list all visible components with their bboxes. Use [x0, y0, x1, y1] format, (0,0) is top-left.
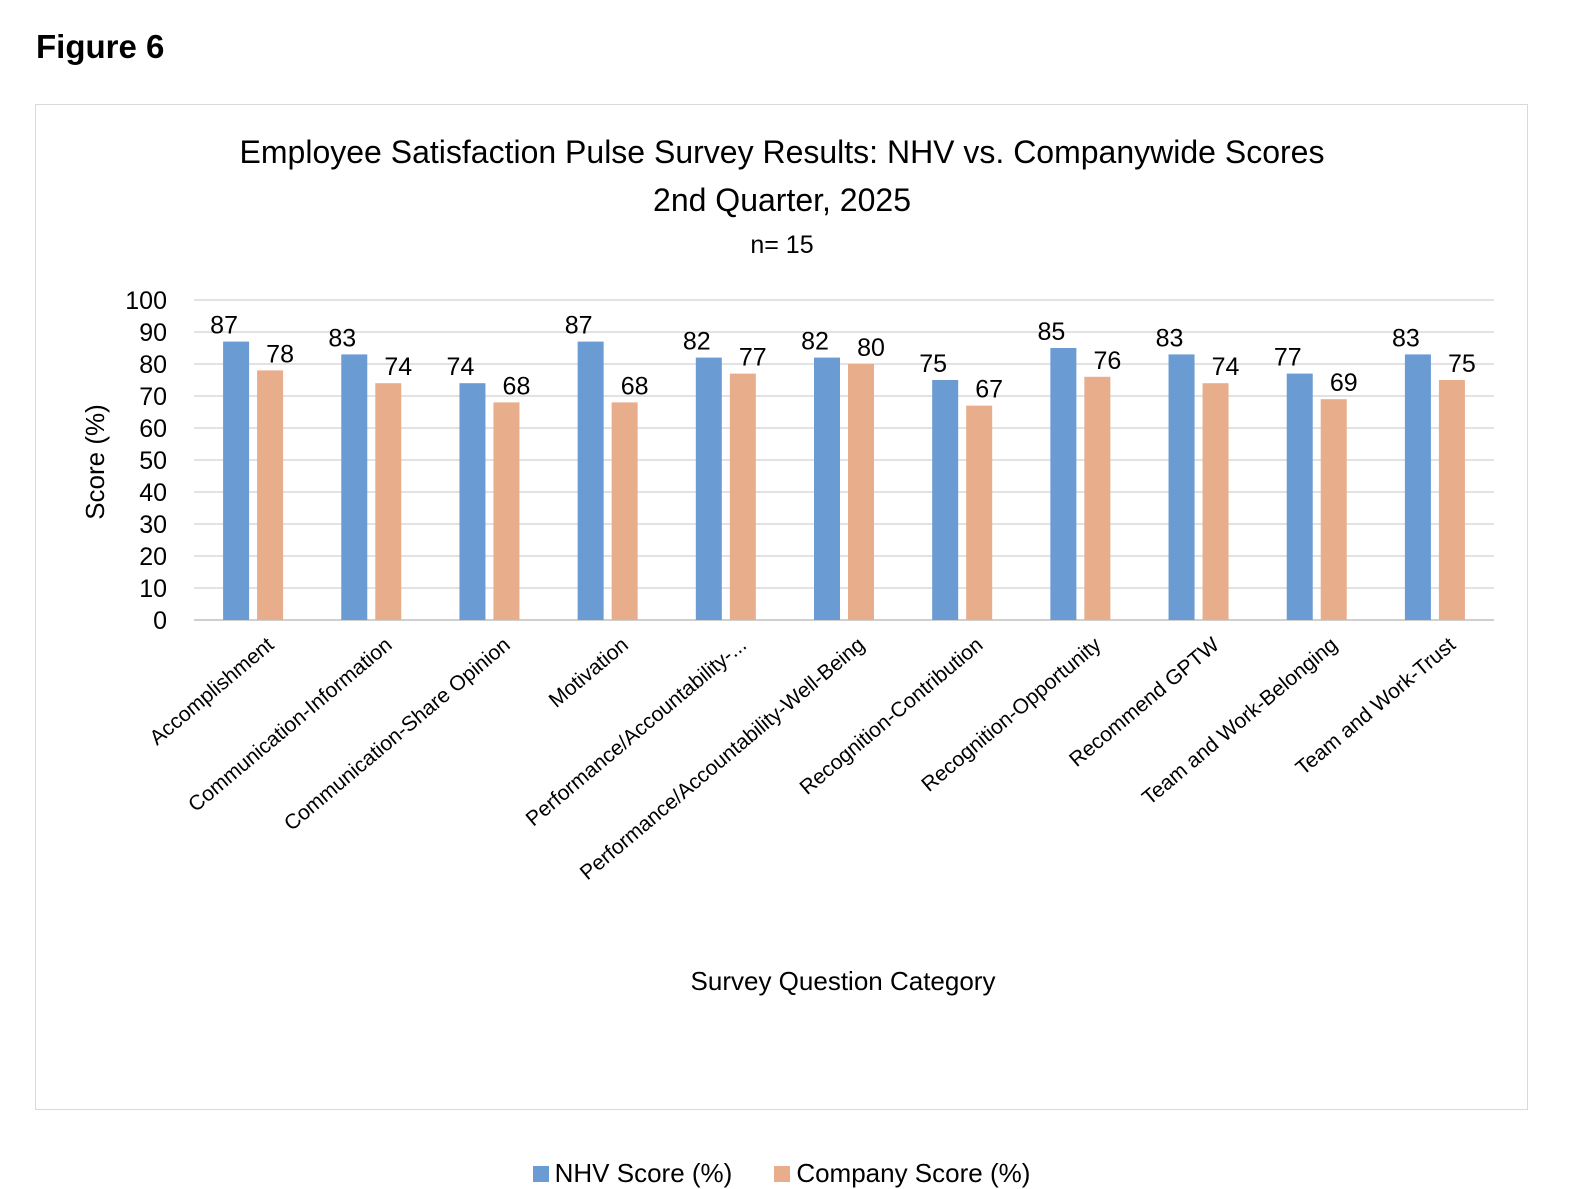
data-label: 87	[210, 312, 238, 340]
bar-nhv	[932, 380, 959, 620]
legend-label-nhv: NHV Score (%)	[554, 1158, 733, 1188]
x-tick-label: Accomplishment	[146, 633, 279, 750]
legend-swatch-nhv	[532, 1165, 549, 1182]
bar-nhv	[695, 357, 722, 620]
bar-company	[848, 364, 874, 620]
data-label: 77	[739, 344, 767, 372]
x-tick-label: Motivation	[545, 633, 633, 712]
bar-company	[611, 402, 638, 620]
data-label: 83	[328, 324, 356, 352]
bar-company	[1320, 399, 1347, 620]
y-tick-label: 60	[139, 415, 167, 443]
x-axis-label: Survey Question Category	[691, 966, 996, 996]
chart-svg: Employee Satisfaction Pulse Survey Resul…	[80, 134, 1494, 996]
data-label: 67	[975, 376, 1003, 404]
data-label: 80	[857, 334, 885, 362]
y-tick-label: 40	[139, 479, 167, 507]
x-tick-label: Communication-Share Opinion	[280, 633, 515, 835]
chart-note: n= 15	[750, 231, 813, 259]
figure-label: Figure 6	[36, 28, 165, 65]
bar-nhv	[341, 354, 368, 620]
data-label: 83	[1156, 324, 1184, 352]
x-tick-label: Communication-Information	[184, 633, 396, 816]
bar-nhv	[223, 341, 250, 620]
y-tick-label: 20	[139, 543, 167, 571]
data-label: 74	[447, 353, 475, 381]
bar-company	[493, 402, 520, 620]
y-tick-label: 100	[125, 287, 167, 315]
bar-company	[966, 405, 993, 620]
chart-title: Employee Satisfaction Pulse Survey Resul…	[240, 134, 1325, 170]
data-label: 74	[384, 353, 412, 381]
data-label: 85	[1037, 318, 1065, 346]
x-tick-label: Performance/Accountability-...	[522, 633, 751, 831]
y-tick-label: 0	[153, 607, 167, 635]
bar-nhv	[1168, 354, 1195, 620]
bar-company	[375, 383, 402, 620]
bar-nhv	[459, 383, 486, 620]
bar-nhv	[577, 341, 604, 620]
y-tick-label: 70	[139, 383, 167, 411]
data-label: 69	[1330, 369, 1358, 397]
bar-company	[1438, 380, 1465, 620]
data-label: 82	[683, 328, 711, 356]
chart-subtitle: 2nd Quarter, 2025	[653, 182, 911, 218]
legend-item-company: Company Score (%)	[774, 1158, 1030, 1189]
data-label: 87	[565, 312, 593, 340]
bar-company	[1202, 383, 1229, 620]
bar-nhv	[814, 357, 840, 620]
bar-company	[729, 373, 756, 620]
data-label: 75	[1448, 350, 1476, 378]
data-label: 74	[1212, 353, 1240, 381]
chart-area: Employee Satisfaction Pulse Survey Resul…	[35, 104, 1528, 1188]
data-label: 77	[1274, 344, 1302, 372]
data-label: 75	[919, 350, 947, 378]
y-tick-label: 30	[139, 511, 167, 539]
legend-label-company: Company Score (%)	[796, 1158, 1031, 1188]
data-label: 78	[266, 340, 294, 368]
y-tick-label: 50	[139, 447, 167, 475]
bar-nhv	[1050, 348, 1077, 620]
data-label: 82	[801, 328, 829, 356]
y-tick-label: 10	[139, 575, 167, 603]
data-label: 68	[503, 372, 531, 400]
bar-nhv	[1286, 373, 1313, 620]
y-axis-label: Score (%)	[80, 404, 110, 520]
data-label: 83	[1392, 324, 1420, 352]
bar-company	[1084, 376, 1111, 620]
data-label: 76	[1093, 347, 1121, 375]
y-tick-label: 80	[139, 351, 167, 379]
bar-company	[257, 370, 284, 620]
data-label: 68	[621, 372, 649, 400]
legend-swatch-company	[774, 1165, 791, 1182]
y-tick-label: 90	[139, 319, 167, 347]
bar-nhv	[1404, 354, 1431, 620]
x-tick-label: Team and Work-Belonging	[1138, 633, 1342, 809]
legend: NHV Score (%) Company Score (%)	[36, 1158, 1527, 1189]
legend-item-nhv: NHV Score (%)	[532, 1158, 733, 1189]
